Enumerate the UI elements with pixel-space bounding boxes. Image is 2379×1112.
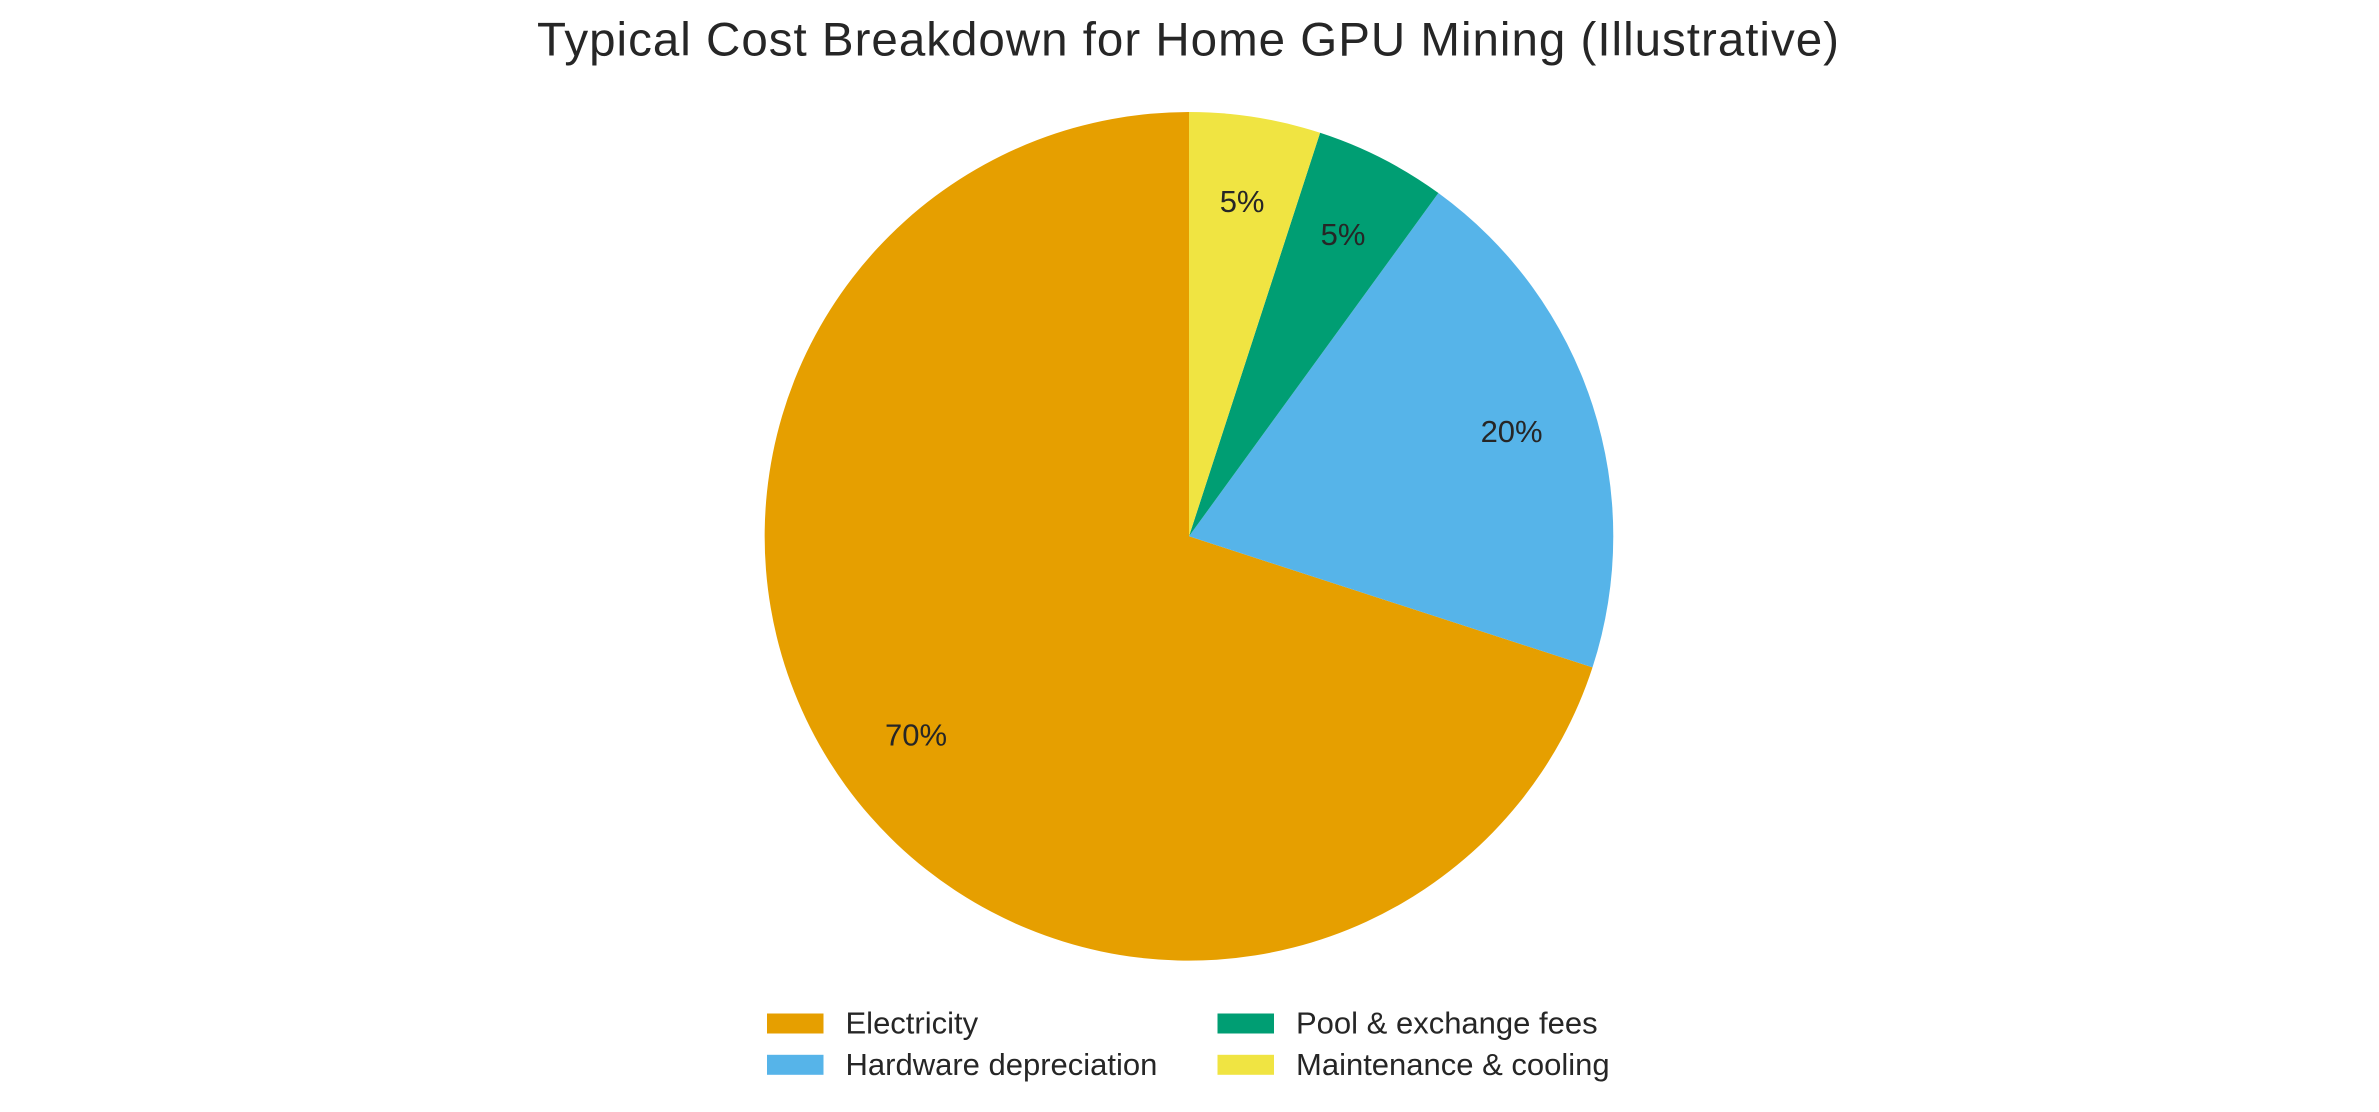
svg-text:20%: 20% [1481,414,1543,449]
svg-text:Typical Cost Breakdown for Hom: Typical Cost Breakdown for Home GPU Mini… [537,14,1840,67]
svg-text:70%: 70% [885,718,947,753]
svg-text:Electricity: Electricity [846,1006,979,1041]
svg-text:Hardware depreciation: Hardware depreciation [846,1047,1158,1082]
svg-text:5%: 5% [1321,217,1366,252]
svg-text:Pool & exchange fees: Pool & exchange fees [1296,1006,1598,1041]
svg-text:5%: 5% [1220,184,1265,219]
svg-text:Maintenance & cooling: Maintenance & cooling [1296,1047,1610,1082]
